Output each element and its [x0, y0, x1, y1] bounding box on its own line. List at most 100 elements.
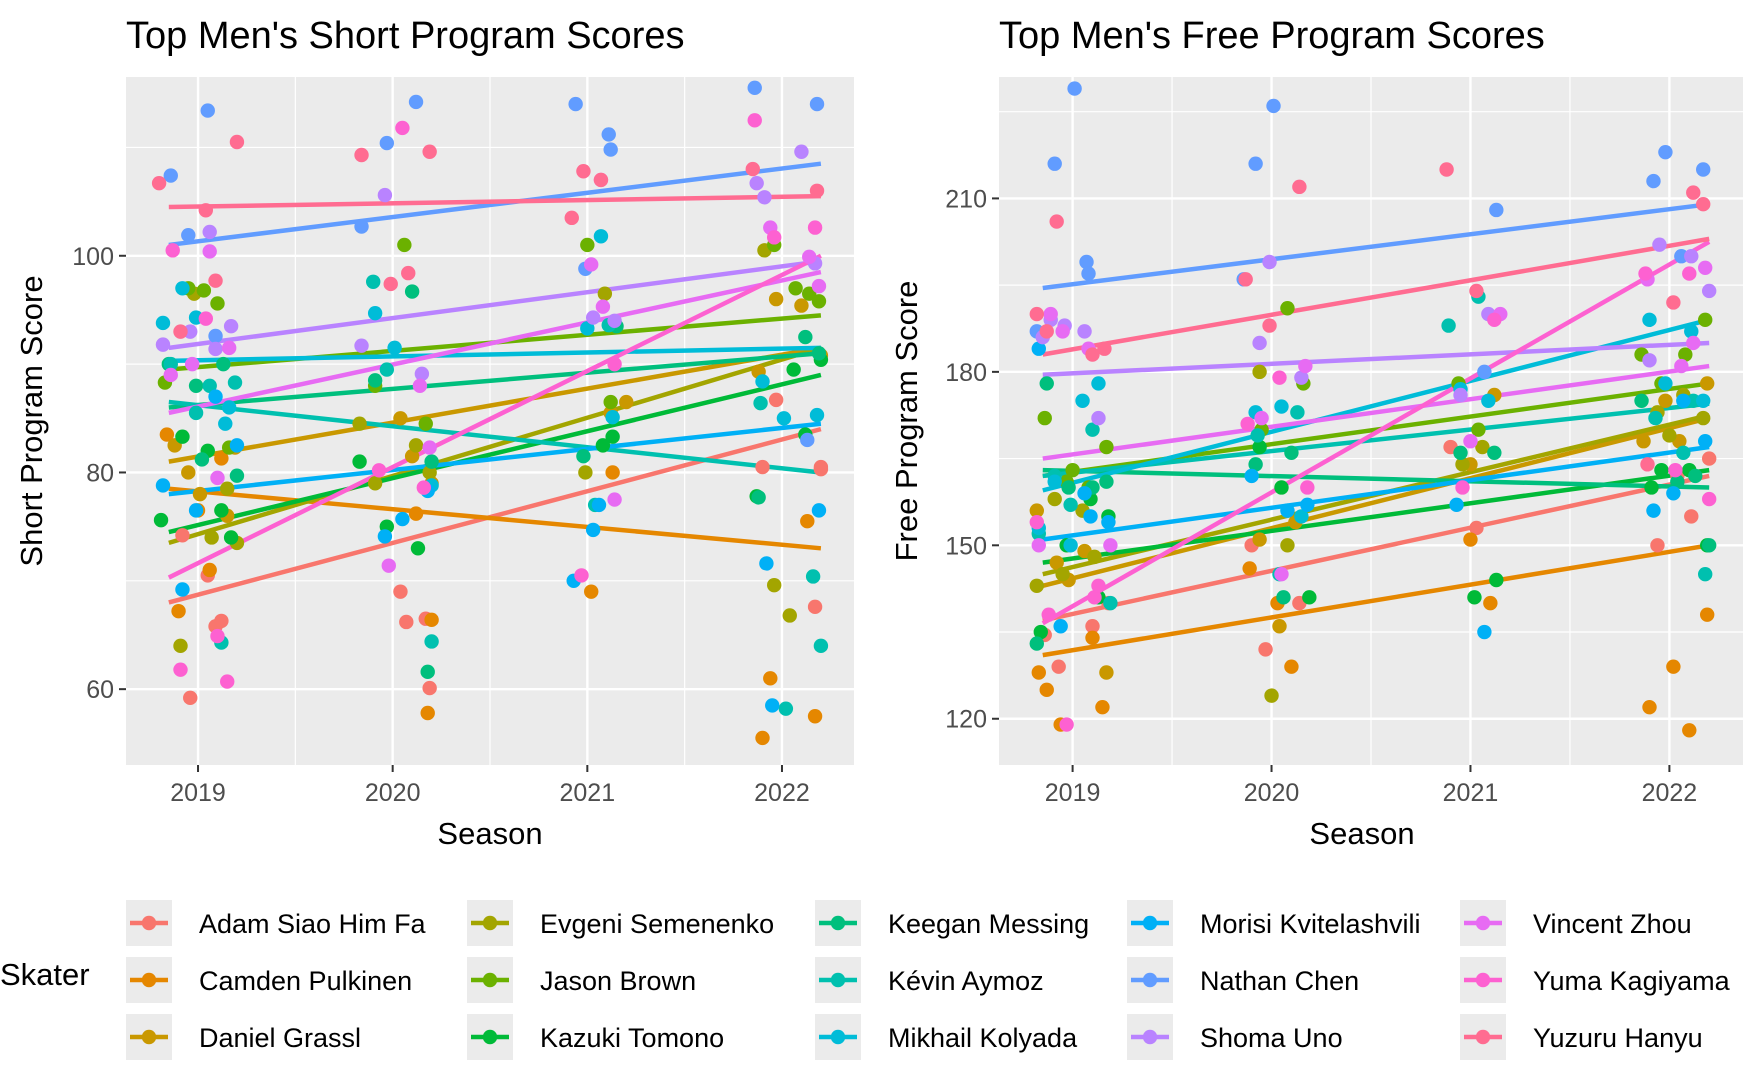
free-program-trend-line-vincent-zhou	[1042, 363, 1710, 461]
free-program-point-yuzuru-hanyu	[1085, 347, 1100, 362]
legend-label: Yuma Kagiyama	[1533, 966, 1731, 996]
short-program-point-yuzuru-hanyu	[422, 144, 437, 159]
legend-item-shoma-uno: Shoma Uno	[1127, 1014, 1343, 1060]
short-program-point-morisi-kvitelashvili	[188, 503, 204, 518]
short-program-point-evgeni-semenenko	[352, 416, 367, 431]
free-program-point-vincent-zhou	[1043, 306, 1058, 322]
short-program-point-vincent-zhou	[422, 440, 437, 455]
short-program-point-jason-brown	[788, 281, 803, 296]
free-program-point-yuma-kagiyama	[1272, 370, 1287, 385]
free-program-point-kevin-aymoz	[1676, 445, 1691, 460]
free-program-point-nathan-chen	[1696, 162, 1711, 177]
free-program-trend-line-shoma-uno	[1042, 340, 1710, 377]
short-program-point-shoma-uno	[223, 318, 239, 334]
short-program-point-yuzuru-hanyu	[208, 273, 223, 288]
free-program-point-shoma-uno	[1091, 410, 1106, 426]
free-program-point-yuzuru-hanyu	[1696, 196, 1711, 212]
short-program-point-nathan-chen	[568, 96, 583, 112]
legend-item-camden-pulkinen: Camden Pulkinen	[126, 957, 412, 1003]
short-program-point-daniel-grassl	[181, 465, 196, 480]
short-program-point-keegan-messing	[367, 373, 383, 388]
short-program-point-yuzuru-hanyu	[401, 265, 416, 281]
short-program-point-keegan-messing	[798, 329, 813, 345]
short-program-point-vincent-zhou	[221, 340, 237, 356]
free-program-point-evgeni-semenenko	[1252, 364, 1267, 380]
legend-label: Yuzuru Hanyu	[1533, 1023, 1703, 1053]
free-program-point-evgeni-semenenko	[1475, 439, 1490, 455]
free-program-point-morisi-kvitelashvili	[1077, 486, 1092, 501]
legend-label: Daniel Grassl	[199, 1023, 361, 1053]
free-program-point-jason-brown	[1471, 422, 1486, 437]
free-program-trend-line-nathan-chen	[1042, 201, 1710, 291]
short-program-x-tick-label: 2020	[365, 779, 421, 807]
free-program-point-daniel-grassl	[1099, 665, 1114, 680]
short-program-point-vincent-zhou	[184, 356, 200, 372]
free-program-point-morisi-kvitelashvili	[1698, 434, 1713, 449]
free-program-point-morisi-kvitelashvili	[1676, 393, 1691, 408]
short-program-point-keegan-messing	[404, 284, 420, 299]
short-program-point-vincent-zhou	[607, 492, 622, 507]
short-program-trend-line-adam-siao-him-fa	[168, 426, 822, 605]
short-program-point-nathan-chen	[747, 80, 762, 96]
free-program-point-mikhail-kolyada	[1274, 399, 1289, 414]
free-program-point-shoma-uno	[1453, 387, 1468, 403]
short-program-point-yuma-kagiyama	[574, 568, 589, 583]
short-program-point-kevin-aymoz	[805, 569, 821, 584]
short-program-point-kevin-aymoz	[188, 405, 204, 421]
free-program-trend-line-morisi-kvitelashvili	[1042, 444, 1710, 542]
free-program-point-mikhail-kolyada	[1063, 538, 1078, 553]
short-program-point-jason-brown	[196, 283, 212, 298]
short-program-trend-line-keegan-messing	[168, 351, 822, 410]
short-program-point-kevin-aymoz	[227, 375, 243, 390]
free-program-point-keegan-messing	[1634, 393, 1649, 408]
free-program-point-keegan-messing	[1688, 468, 1703, 484]
short-program-point-morisi-kvitelashvili	[759, 556, 774, 571]
short-program-point-nathan-chen	[800, 432, 815, 448]
short-program-point-daniel-grassl	[404, 449, 420, 464]
short-program-point-mikhail-kolyada	[605, 410, 620, 425]
short-program-point-nathan-chen	[200, 103, 215, 118]
short-program-point-yuzuru-hanyu	[354, 147, 369, 163]
free-program-y-tick-label: 180	[945, 359, 987, 387]
free-program-point-yuma-kagiyama	[1240, 416, 1255, 432]
legend-item-nathan-chen: Nathan Chen	[1127, 957, 1359, 1003]
free-program-panel: Top Men's Free Program Scores 2019 2020 20…	[889, 15, 1743, 851]
short-program-point-keegan-messing	[576, 449, 591, 464]
short-program-trend-line-kazuki-tomono	[168, 372, 822, 535]
short-program-point-evgeni-semenenko	[782, 608, 797, 623]
free-program-point-morisi-kvitelashvili	[1031, 341, 1046, 356]
free-program-point-mikhail-kolyada	[1642, 312, 1657, 328]
free-program-point-evgeni-semenenko	[1087, 549, 1102, 565]
free-program-point-jason-brown	[1065, 462, 1080, 478]
short-program-trend-line-nathan-chen	[168, 161, 822, 248]
free-program-point-evgeni-semenenko	[1047, 491, 1062, 507]
legend-title: Skater	[0, 957, 90, 992]
short-program-point-daniel-grassl	[192, 486, 208, 502]
short-program-point-yuma-kagiyama	[210, 628, 225, 644]
free-program-point-camden-pulkinen	[1666, 659, 1681, 674]
free-program-point-kevin-aymoz	[1441, 318, 1456, 333]
short-program-y-tick-label: 80	[86, 459, 114, 487]
short-program-point-yuzuru-hanyu	[198, 203, 214, 218]
free-program-point-kazuki-tomono	[1644, 480, 1659, 495]
short-program-point-evgeni-semenenko	[422, 465, 437, 480]
free-program-point-evgeni-semenenko	[1280, 538, 1295, 553]
short-program-point-shoma-uno	[414, 366, 430, 382]
short-program-point-camden-pulkinen	[584, 584, 599, 599]
free-program-point-jason-brown	[1037, 410, 1052, 426]
free-program-point-yuzuru-hanyu	[1666, 295, 1681, 310]
short-program-point-adam-siao-him-fa	[422, 680, 437, 696]
free-program-point-kazuki-tomono	[1302, 590, 1317, 605]
free-program-point-yuzuru-hanyu	[1469, 283, 1484, 299]
short-program-point-nathan-chen	[354, 219, 369, 234]
short-program-point-camden-pulkinen	[424, 612, 439, 628]
short-program-point-camden-pulkinen	[807, 709, 823, 724]
free-program-point-kazuki-tomono	[1654, 462, 1669, 478]
short-program-point-adam-siao-him-fa	[813, 459, 829, 475]
short-program-point-shoma-uno	[757, 190, 772, 205]
short-program-point-kevin-aymoz	[778, 701, 794, 716]
free-program-point-shoma-uno	[1684, 249, 1699, 264]
short-program-point-yuzuru-hanyu	[809, 183, 825, 198]
free-program-point-shoma-uno	[1262, 254, 1277, 270]
free-program-point-daniel-grassl	[1029, 503, 1044, 518]
